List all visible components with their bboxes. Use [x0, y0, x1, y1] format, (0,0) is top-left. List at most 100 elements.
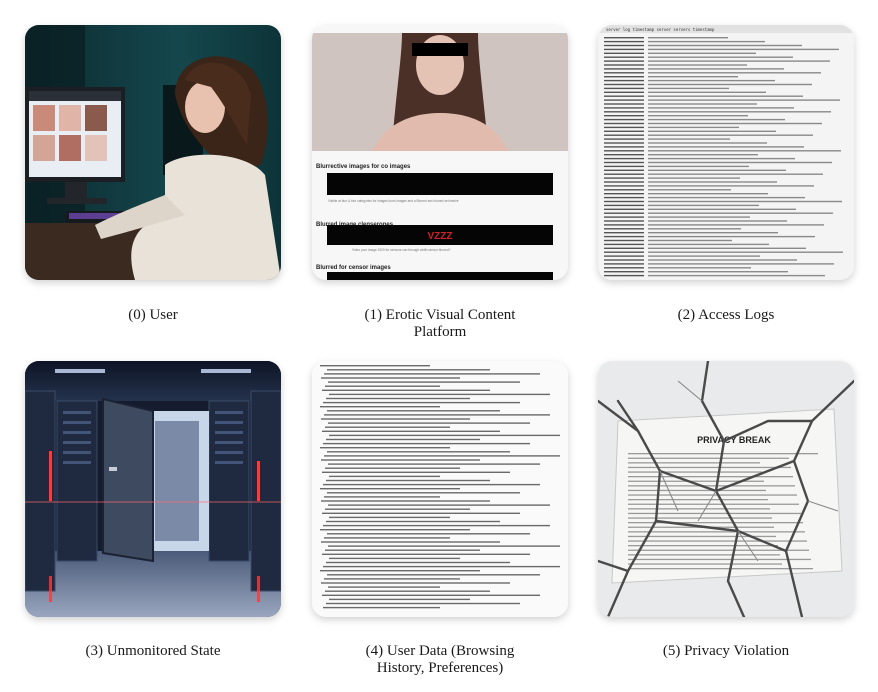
log-line [648, 216, 750, 218]
log-line [648, 130, 776, 132]
censor-block [327, 173, 553, 195]
log-line [648, 189, 731, 191]
history-line [329, 557, 460, 560]
log-line [604, 274, 644, 277]
log-line [604, 134, 644, 136]
paper-text-line [628, 489, 766, 492]
paper-text-line [628, 512, 801, 515]
log-line [648, 126, 739, 129]
log-line [604, 165, 644, 168]
history-line [325, 426, 450, 428]
log-line [604, 243, 644, 246]
log-line [604, 52, 644, 54]
history-line [327, 574, 540, 576]
history-line [327, 533, 530, 535]
censor-bar [412, 43, 468, 56]
log-line [648, 142, 767, 144]
platform-badge: VZZZ [428, 231, 453, 242]
history-line [325, 385, 440, 387]
log-line [648, 79, 775, 82]
log-line [648, 48, 839, 51]
censor-block [327, 225, 553, 245]
log-line [604, 76, 644, 78]
history-line [326, 520, 500, 523]
history-line [325, 508, 470, 510]
paper-text-line [628, 563, 782, 565]
log-line [604, 235, 644, 238]
log-line [604, 200, 644, 203]
log-line [648, 169, 786, 171]
log-line [604, 146, 644, 148]
log-line [648, 122, 822, 125]
history-line [328, 586, 440, 588]
log-line [604, 169, 644, 171]
history-line [322, 430, 500, 432]
log-line [648, 107, 794, 109]
caption-user: (0) User [128, 307, 178, 323]
history-line [328, 381, 520, 383]
history-line [327, 451, 510, 453]
log-line [604, 208, 644, 210]
history-line [326, 397, 470, 400]
history-line [328, 545, 560, 547]
history-line [324, 496, 440, 498]
log-line [604, 216, 644, 218]
log-line [648, 157, 795, 160]
log-line [648, 150, 841, 152]
log-line [648, 56, 793, 58]
panel-server-room-image [25, 361, 281, 617]
history-line [324, 537, 450, 539]
log-line [648, 40, 765, 43]
log-line [648, 243, 769, 246]
log-line [648, 72, 821, 74]
history-line [322, 553, 530, 555]
log-line [604, 157, 644, 160]
log-line [604, 255, 644, 257]
log-line [648, 146, 804, 148]
platform-item-title: Blurrective images for co images [316, 164, 411, 170]
log-line [604, 154, 644, 156]
log-line [648, 224, 824, 226]
log-line [648, 185, 814, 187]
history-line [325, 590, 490, 592]
paper-text-line [628, 485, 795, 487]
history-line [321, 418, 470, 420]
history-line [320, 447, 450, 449]
log-line [604, 83, 644, 86]
log-line [648, 193, 768, 195]
log-line [604, 239, 644, 242]
history-line [323, 401, 520, 404]
log-line [648, 204, 759, 207]
paper-text-line [628, 554, 780, 556]
panel-user-data-image [312, 361, 568, 617]
history-line [324, 373, 540, 375]
log-line [648, 83, 812, 86]
log-line [604, 48, 644, 51]
history-line [329, 516, 450, 519]
paper-text-line [628, 499, 768, 501]
log-line [604, 95, 644, 97]
log-line [604, 99, 644, 101]
panel-privacy-violation-image: PRIVACY BREAK [598, 361, 854, 617]
log-line [604, 40, 644, 43]
platform-item-note: Visible at blur & blur categories for im… [328, 199, 459, 203]
history-line [323, 524, 550, 527]
log-line [648, 267, 751, 269]
log-header: server log timestamp server servers time… [606, 27, 715, 32]
log-line [604, 185, 644, 187]
log-line [648, 251, 843, 253]
history-line [322, 389, 490, 391]
log-line [648, 103, 757, 105]
log-line [604, 122, 644, 125]
log-line [604, 259, 644, 261]
log-line [648, 271, 788, 273]
history-line [326, 561, 510, 564]
history-line [324, 414, 550, 416]
history-line [320, 406, 440, 408]
log-line [648, 115, 748, 117]
history-line [322, 512, 520, 514]
caption-privacy-violation: (5) Privacy Violation [662, 643, 790, 659]
paper-text-line [628, 549, 809, 551]
log-line [604, 126, 644, 129]
log-line [648, 68, 784, 70]
